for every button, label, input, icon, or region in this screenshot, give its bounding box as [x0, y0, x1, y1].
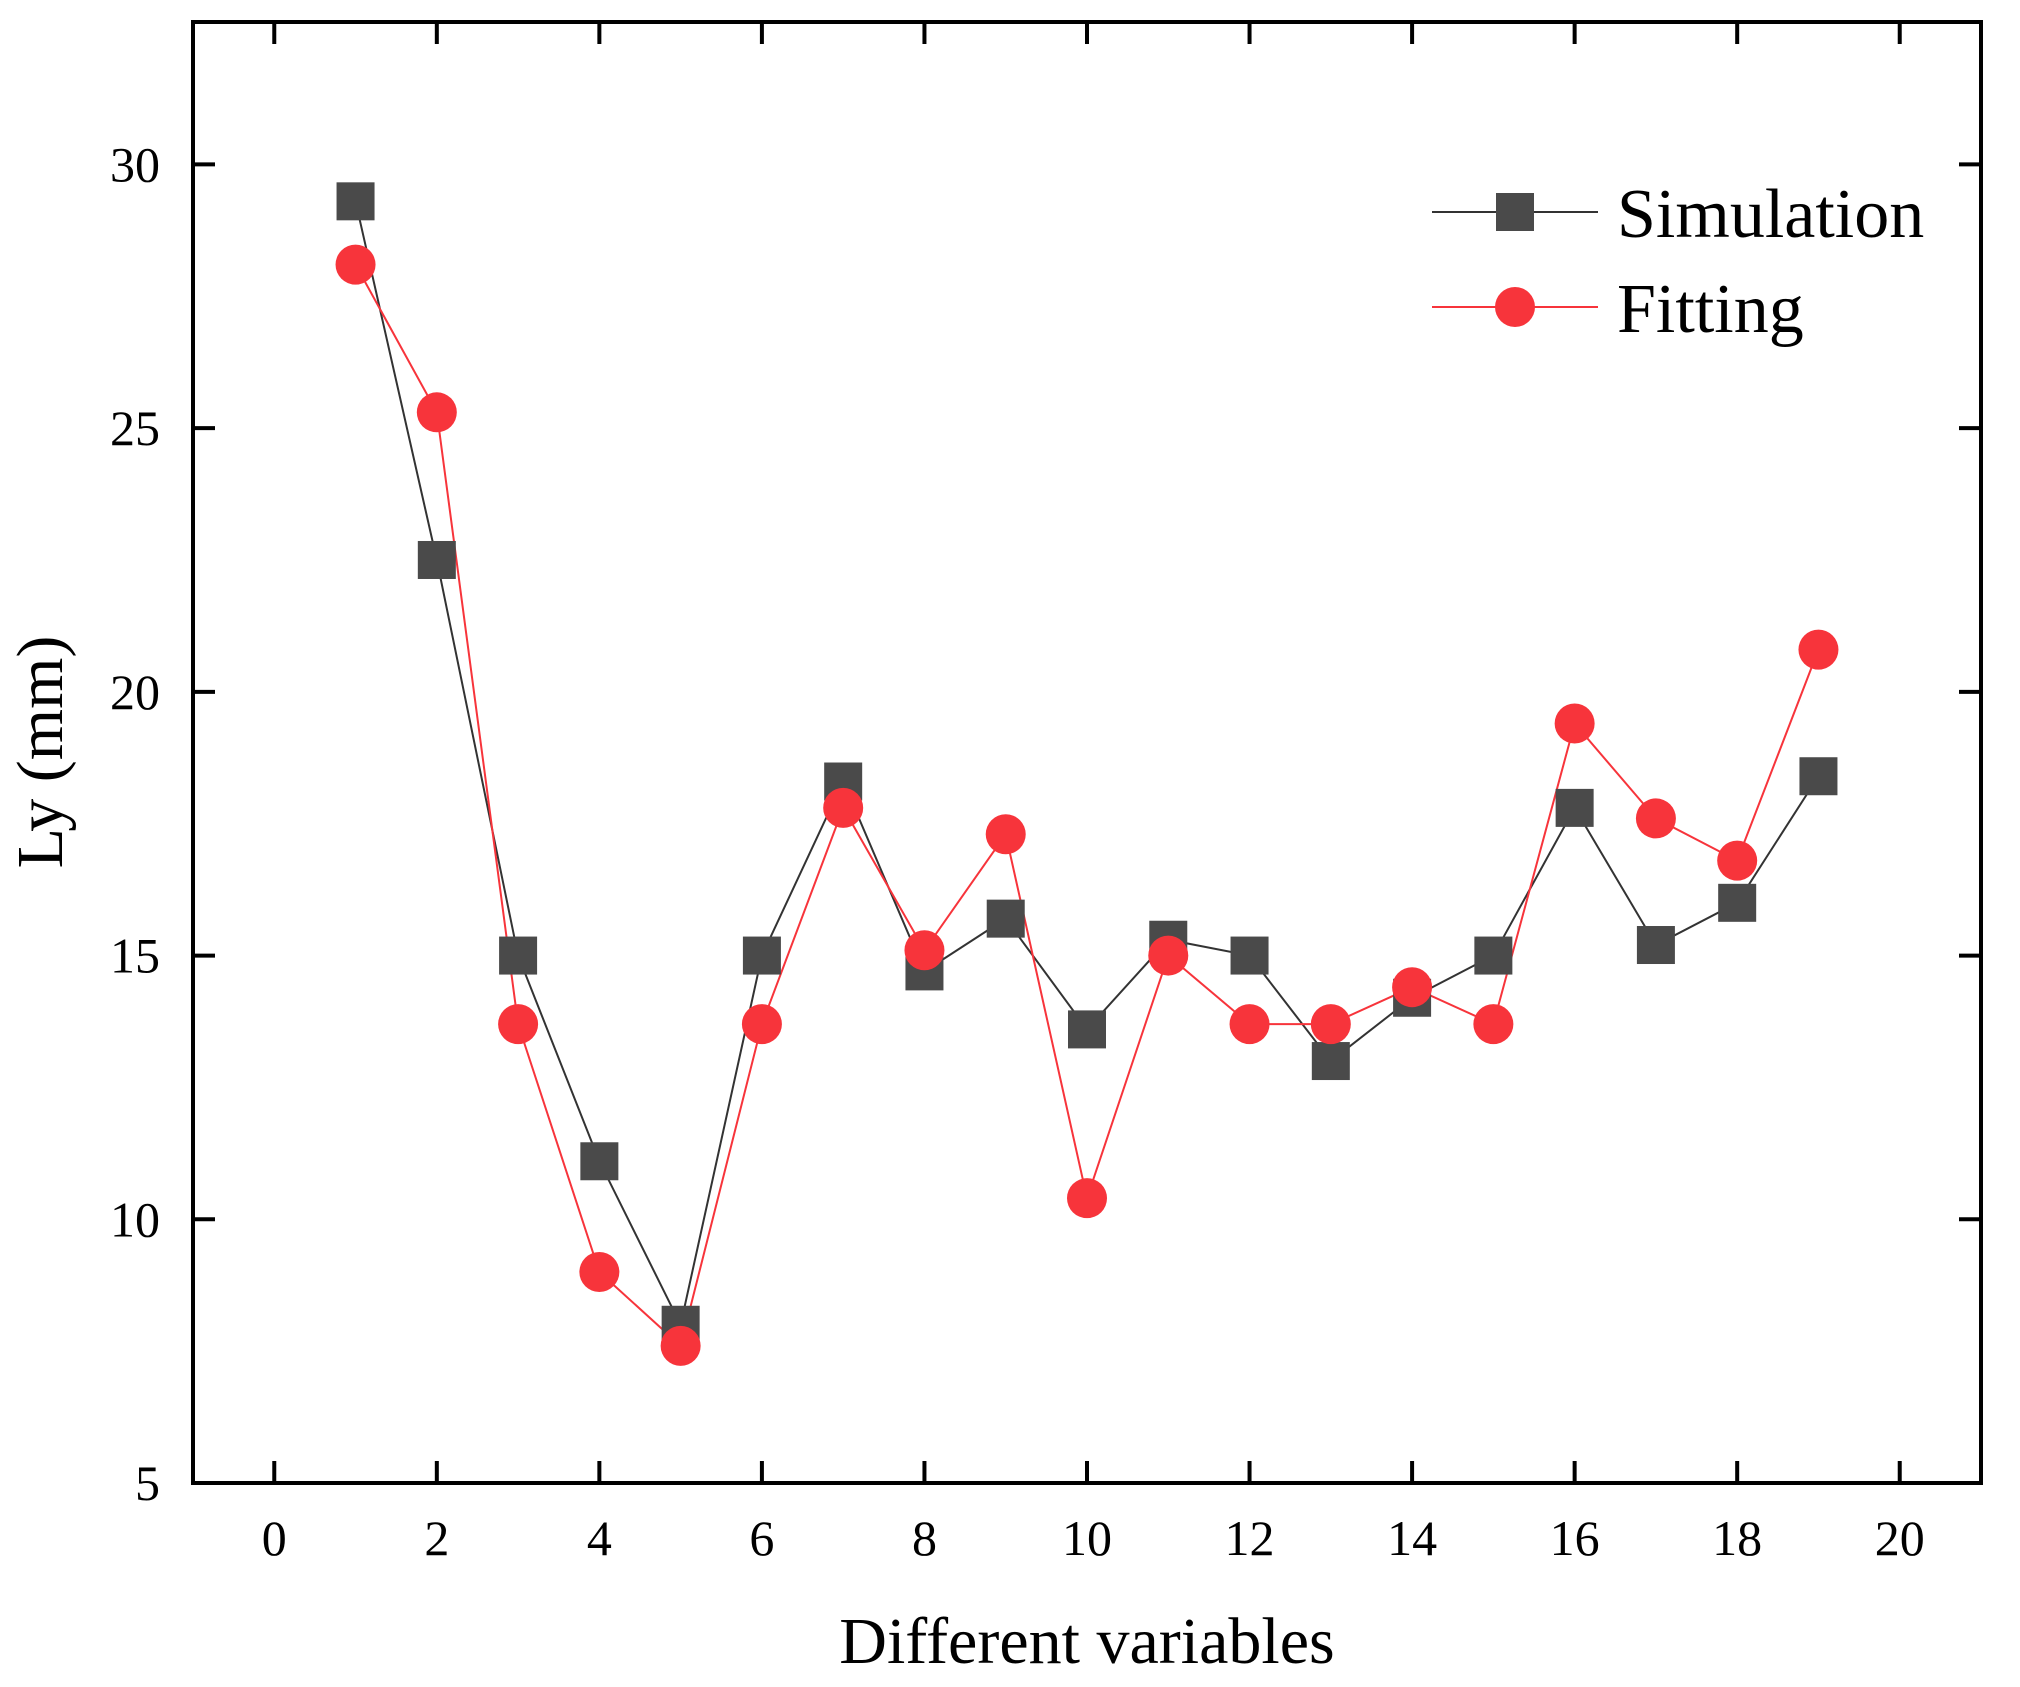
x-tick-label-4: 4 [587, 1510, 612, 1566]
y-tick-label-25: 25 [110, 400, 160, 456]
series-markers [335, 182, 1839, 1366]
series-lines [354, 201, 1820, 1348]
point-fitting-14 [1392, 967, 1433, 1008]
point-simulation-10 [1068, 1010, 1106, 1049]
point-simulation-13 [1311, 1042, 1350, 1081]
y-tick-label-10: 10 [110, 1191, 160, 1247]
point-fitting-19 [1798, 629, 1839, 670]
x-tick-label-6: 6 [749, 1510, 774, 1566]
point-fitting-4 [579, 1252, 620, 1293]
y-tick-label-5: 5 [135, 1455, 160, 1511]
x-tick-label-12: 12 [1225, 1510, 1275, 1566]
point-simulation-3 [499, 936, 538, 975]
point-simulation-17 [1636, 926, 1675, 965]
x-tick-label-16: 16 [1550, 1510, 1600, 1566]
axis-ticks: 0 2 4 6 8 10 12 14 16 18 20 5 10 15 20 25 30 [110, 22, 1981, 1566]
point-fitting-16 [1554, 703, 1595, 744]
x-tick-label-8: 8 [912, 1510, 937, 1566]
y-tick-label-15: 15 [110, 928, 160, 984]
point-fitting-1 [335, 244, 376, 285]
point-fitting-9 [985, 814, 1026, 855]
point-simulation-4 [580, 1142, 619, 1181]
x-tick-label-2: 2 [424, 1510, 449, 1566]
point-fitting-8 [904, 930, 945, 971]
point-simulation-9 [986, 899, 1025, 938]
legend-label-fitting: Fitting [1617, 271, 1804, 348]
point-simulation-16 [1555, 788, 1594, 827]
y-axis-title: Ly (mm) [4, 636, 77, 869]
point-fitting-13 [1310, 1004, 1351, 1045]
x-tick-label-14: 14 [1387, 1510, 1437, 1566]
y-tick-label-20: 20 [110, 664, 160, 720]
point-simulation-1 [336, 182, 375, 221]
point-simulation-18 [1718, 883, 1757, 922]
point-simulation-6 [742, 936, 781, 975]
point-simulation-12 [1230, 936, 1269, 975]
legend-marker-simulation [1496, 193, 1534, 231]
legend-label-simulation: Simulation [1617, 176, 1924, 253]
point-fitting-3 [498, 1004, 539, 1045]
legend: Simulation Fitting [1432, 176, 1924, 348]
point-simulation-19 [1799, 757, 1838, 796]
x-tick-label-20: 20 [1875, 1510, 1925, 1566]
x-tick-label-10: 10 [1062, 1510, 1112, 1566]
point-fitting-10 [1067, 1178, 1107, 1219]
point-fitting-2 [416, 392, 457, 433]
point-fitting-11 [1148, 935, 1189, 976]
point-fitting-17 [1635, 798, 1676, 839]
point-simulation-2 [417, 540, 456, 579]
y-tick-label-30: 30 [110, 136, 160, 192]
point-fitting-12 [1229, 1004, 1270, 1045]
x-tick-label-0: 0 [262, 1510, 287, 1566]
point-fitting-7 [823, 787, 864, 828]
point-fitting-15 [1473, 1004, 1514, 1045]
point-simulation-15 [1474, 936, 1513, 975]
point-fitting-5 [660, 1325, 701, 1366]
x-axis-title: Different variables [839, 1605, 1334, 1678]
point-fitting-6 [741, 1004, 782, 1045]
point-fitting-18 [1717, 840, 1758, 881]
legend-marker-fitting [1495, 287, 1535, 327]
series-line-simulation [354, 201, 1820, 1328]
x-tick-label-18: 18 [1712, 1510, 1762, 1566]
